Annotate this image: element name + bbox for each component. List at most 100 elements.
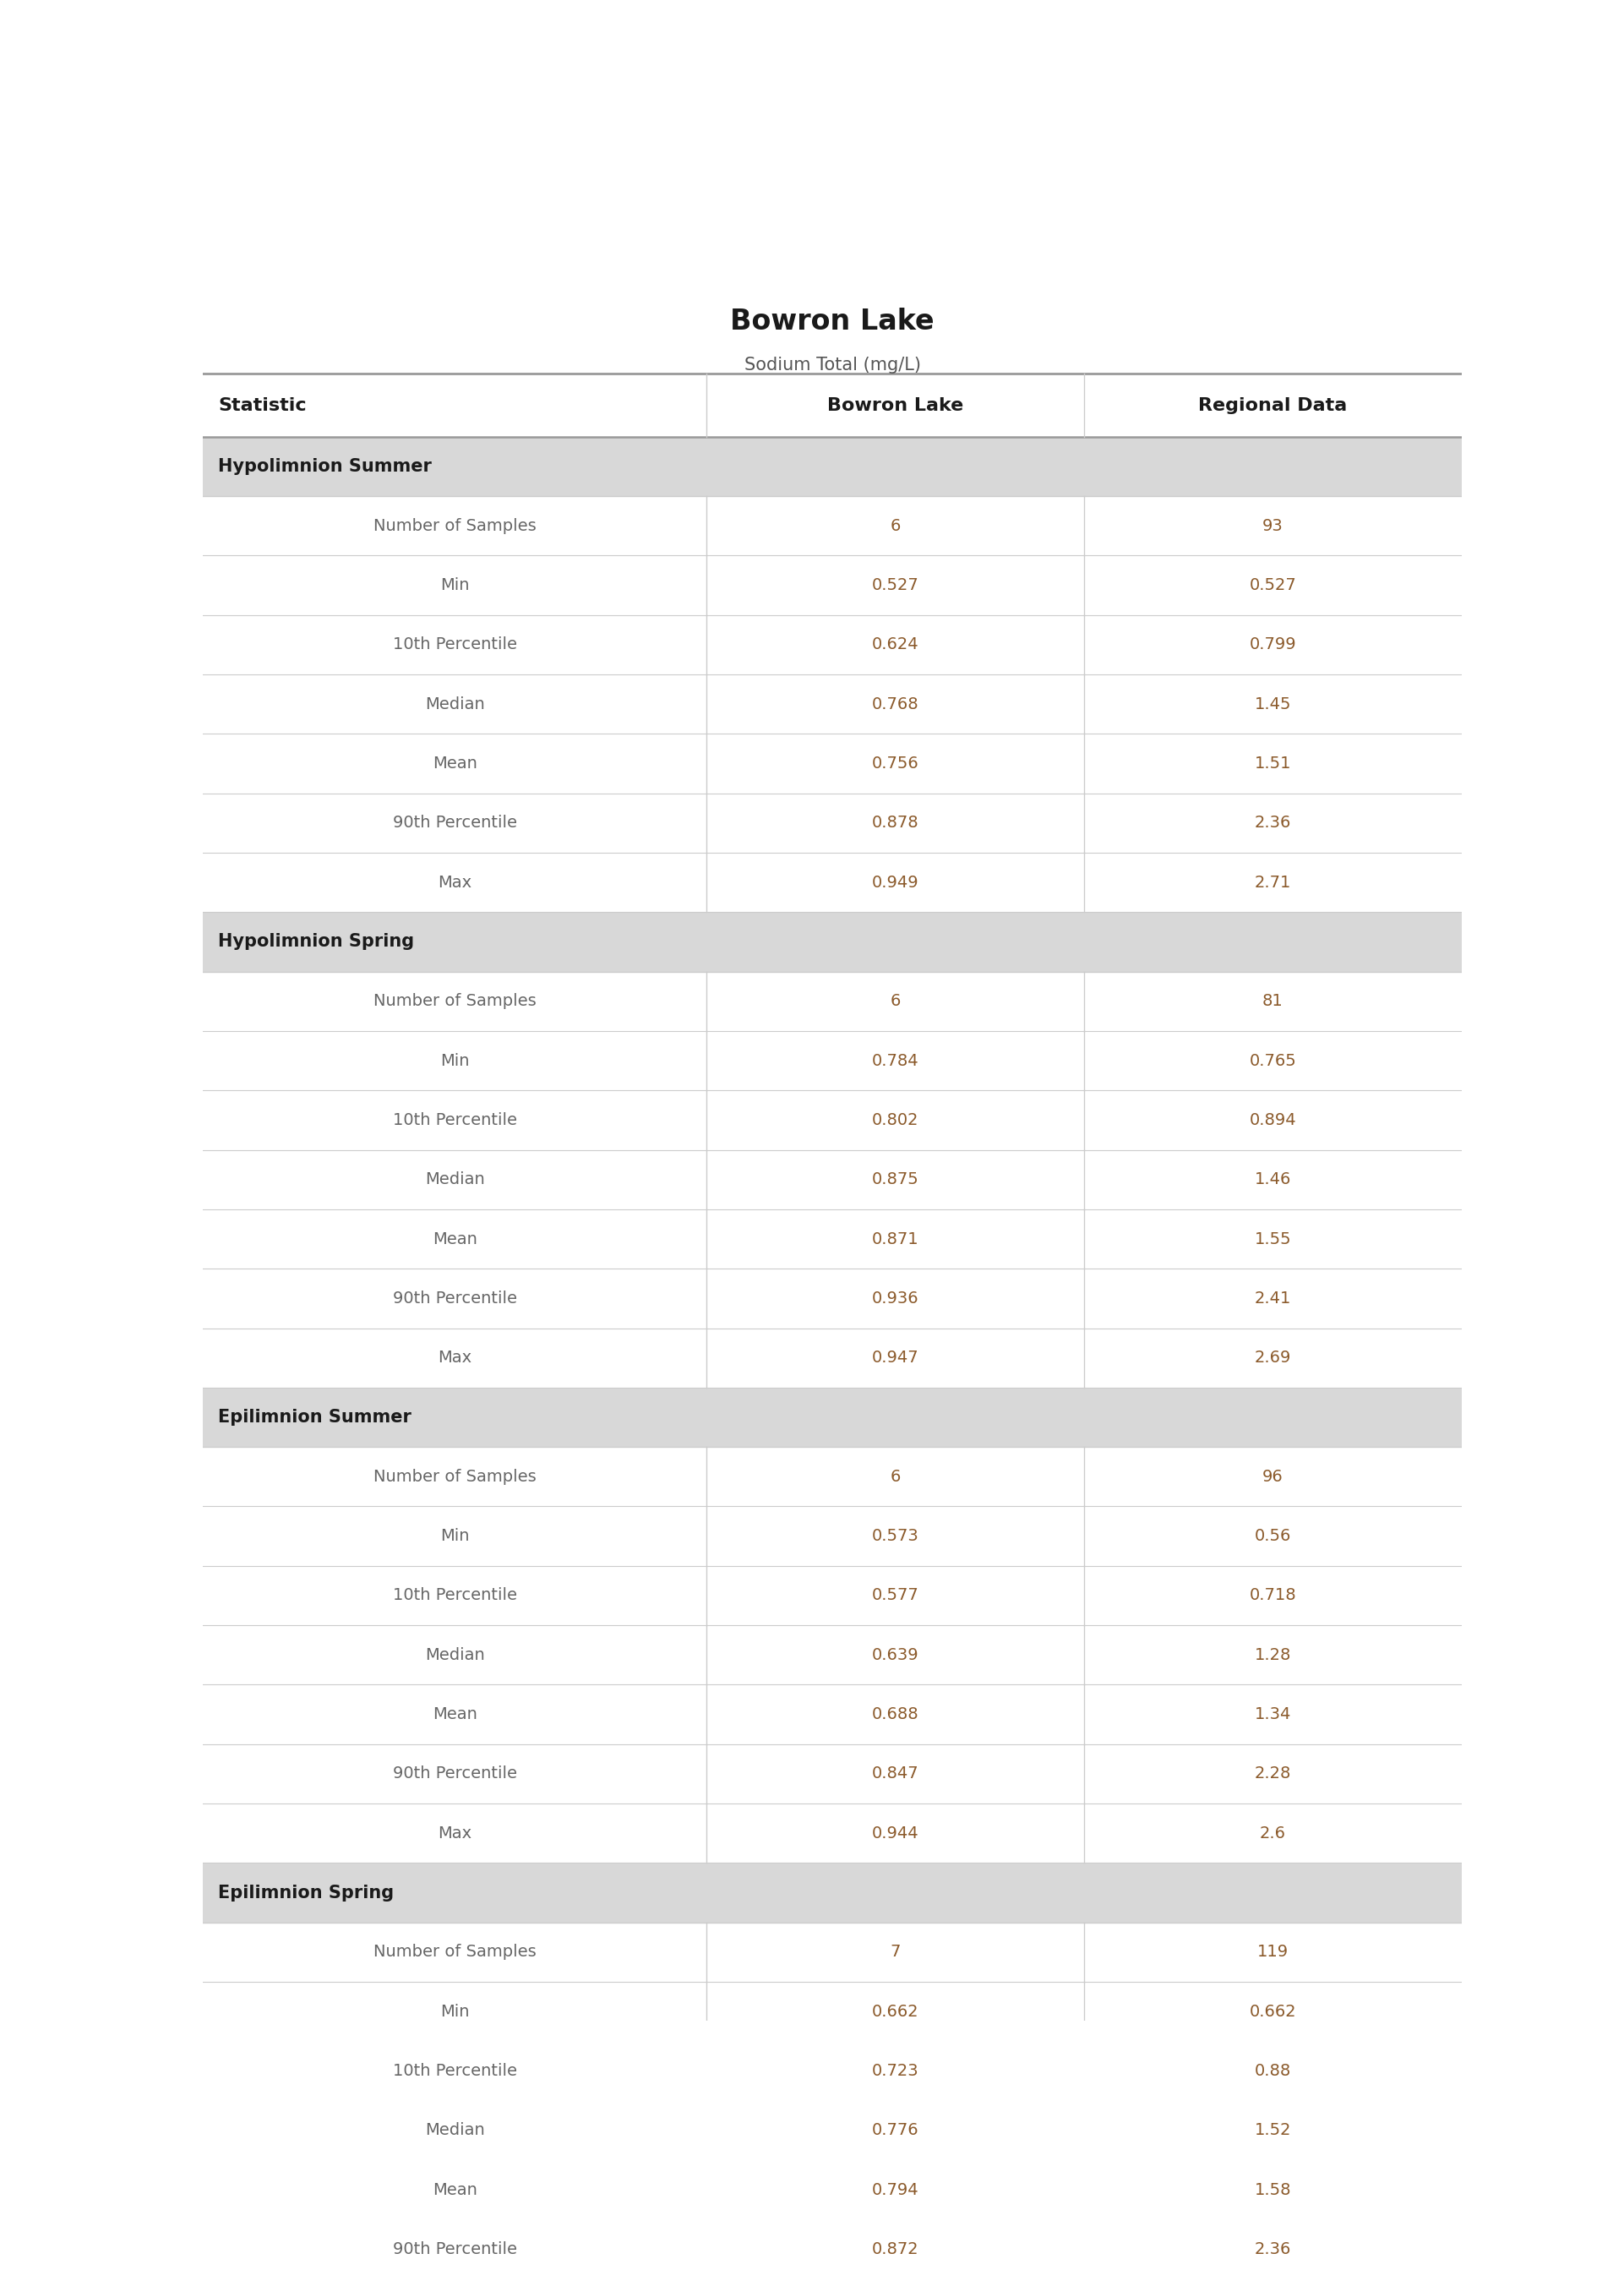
Bar [203, 1507, 1462, 1566]
Text: 90th Percentile: 90th Percentile [393, 2240, 516, 2256]
Text: 0.88: 0.88 [1254, 2063, 1291, 2079]
Text: 0.718: 0.718 [1249, 1587, 1296, 1603]
Bar [203, 1923, 1462, 1982]
Bar [203, 1031, 1462, 1090]
Bar [203, 1151, 1462, 1210]
Text: Number of Samples: Number of Samples [374, 1469, 536, 1485]
Text: Number of Samples: Number of Samples [374, 518, 536, 533]
Text: 0.624: 0.624 [872, 636, 919, 654]
Text: 1.28: 1.28 [1254, 1648, 1291, 1664]
Text: 1.46: 1.46 [1254, 1171, 1291, 1187]
Text: Hypolimnion Spring: Hypolimnion Spring [218, 933, 414, 951]
Text: Statistic: Statistic [218, 397, 307, 413]
Bar [203, 615, 1462, 674]
Text: Max: Max [438, 1825, 471, 1841]
Bar [203, 913, 1462, 972]
Bar [203, 972, 1462, 1031]
Text: 90th Percentile: 90th Percentile [393, 815, 516, 831]
Text: 1.51: 1.51 [1254, 756, 1291, 772]
Text: 10th Percentile: 10th Percentile [393, 1587, 516, 1603]
Text: 2.28: 2.28 [1254, 1766, 1291, 1782]
Text: 90th Percentile: 90th Percentile [393, 1766, 516, 1782]
Bar [203, 1210, 1462, 1269]
Bar [203, 1805, 1462, 1864]
Text: Max: Max [438, 874, 471, 890]
Text: 0.949: 0.949 [872, 874, 919, 890]
Bar [203, 792, 1462, 854]
Bar [203, 1625, 1462, 1684]
Text: 0.947: 0.947 [872, 1351, 919, 1367]
Text: 0.527: 0.527 [1249, 577, 1296, 592]
Text: 0.944: 0.944 [872, 1825, 919, 1841]
Text: 2.69: 2.69 [1254, 1351, 1291, 1367]
Text: 6: 6 [890, 994, 900, 1010]
Bar [203, 1684, 1462, 1743]
Text: 0.577: 0.577 [872, 1587, 919, 1603]
Text: 2.71: 2.71 [1254, 874, 1291, 890]
Bar [203, 674, 1462, 733]
Text: 1.58: 1.58 [1254, 2181, 1291, 2197]
Text: 0.56: 0.56 [1254, 1528, 1291, 1544]
Text: Min: Min [440, 2004, 469, 2020]
Text: Epilimnion Summer: Epilimnion Summer [218, 1410, 411, 1426]
Text: 7: 7 [890, 1943, 900, 1961]
Bar [203, 733, 1462, 792]
Text: 2.6: 2.6 [1260, 1825, 1286, 1841]
Text: 1.34: 1.34 [1254, 1707, 1291, 1723]
Text: Sodium Total (mg/L): Sodium Total (mg/L) [744, 356, 921, 372]
Text: 0.875: 0.875 [872, 1171, 919, 1187]
Text: 0.784: 0.784 [872, 1053, 919, 1069]
Text: 0.765: 0.765 [1249, 1053, 1296, 1069]
Bar [203, 375, 1462, 436]
Text: 0.871: 0.871 [872, 1230, 919, 1246]
Text: 2.36: 2.36 [1254, 2240, 1291, 2256]
Bar [203, 556, 1462, 615]
Text: 0.794: 0.794 [872, 2181, 919, 2197]
Text: Epilimnion Spring: Epilimnion Spring [218, 1884, 395, 1902]
Text: Mean: Mean [432, 756, 477, 772]
Text: 119: 119 [1257, 1943, 1288, 1961]
Text: Mean: Mean [432, 2181, 477, 2197]
Text: 0.936: 0.936 [872, 1289, 919, 1308]
Text: Median: Median [425, 697, 484, 713]
Bar [203, 2041, 1462, 2100]
Text: 0.878: 0.878 [872, 815, 919, 831]
Text: Median: Median [425, 1171, 484, 1187]
Text: 0.723: 0.723 [872, 2063, 919, 2079]
Text: 0.872: 0.872 [872, 2240, 919, 2256]
Text: Mean: Mean [432, 1230, 477, 1246]
Text: 0.639: 0.639 [872, 1648, 919, 1664]
Text: 10th Percentile: 10th Percentile [393, 636, 516, 654]
Bar [203, 1864, 1462, 1923]
Text: Number of Samples: Number of Samples [374, 994, 536, 1010]
Bar [203, 497, 1462, 556]
Bar [203, 2220, 1462, 2270]
Text: 0.799: 0.799 [1249, 636, 1296, 654]
Text: 0.847: 0.847 [872, 1766, 919, 1782]
Text: 1.55: 1.55 [1254, 1230, 1291, 1246]
Text: 0.662: 0.662 [1249, 2004, 1296, 2020]
Text: 2.36: 2.36 [1254, 815, 1291, 831]
Text: Bowron Lake: Bowron Lake [827, 397, 963, 413]
Bar [203, 854, 1462, 913]
Text: Regional Data: Regional Data [1199, 397, 1348, 413]
Text: 0.688: 0.688 [872, 1707, 919, 1723]
Text: 6: 6 [890, 1469, 900, 1485]
Text: Median: Median [425, 2122, 484, 2138]
Text: 6: 6 [890, 518, 900, 533]
Text: Min: Min [440, 1053, 469, 1069]
Bar [203, 1269, 1462, 1328]
Bar [203, 2161, 1462, 2220]
Text: 0.527: 0.527 [872, 577, 919, 592]
Bar [203, 1090, 1462, 1151]
Text: 0.776: 0.776 [872, 2122, 919, 2138]
Text: Max: Max [438, 1351, 471, 1367]
Text: 90th Percentile: 90th Percentile [393, 1289, 516, 1308]
Text: Median: Median [425, 1648, 484, 1664]
Text: 1.45: 1.45 [1254, 697, 1291, 713]
Bar [203, 1743, 1462, 1805]
Text: 0.756: 0.756 [872, 756, 919, 772]
Bar [203, 1566, 1462, 1625]
Bar [203, 436, 1462, 497]
Text: 10th Percentile: 10th Percentile [393, 2063, 516, 2079]
